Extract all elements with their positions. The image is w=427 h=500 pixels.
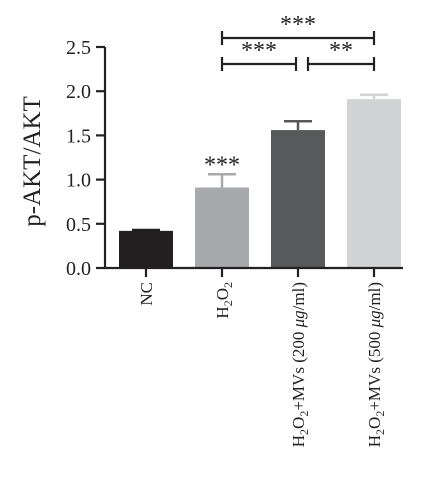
comparison-label: ** <box>329 38 353 64</box>
x-category-label: H2O2 <box>213 282 235 319</box>
x-category-label: H2O2+MVs (200 μg/ml) <box>289 282 311 447</box>
bar-3 <box>347 99 401 268</box>
significance-annotations: ****** ***** <box>204 12 376 178</box>
y-tick-label: 2.0 <box>66 81 91 103</box>
bar-2 <box>271 130 325 268</box>
bars <box>119 93 401 268</box>
bar-significance-label: *** <box>204 152 240 178</box>
y-tick-label: 1.5 <box>66 125 91 147</box>
y-tick-label: 1.0 <box>66 170 91 192</box>
y-tick-label: 0.5 <box>66 214 91 236</box>
x-category-label: H2O2+MVs (500 μg/ml) <box>365 282 387 447</box>
y-tick-label: 0.0 <box>66 258 91 280</box>
comparison-label: *** <box>241 38 277 64</box>
bar-1 <box>195 187 249 268</box>
y-axis-title: p-AKT/AKT <box>19 96 46 227</box>
x-axis: NC H2O2 H2O2+MVs (200 μg/ml) H2O2+MVs (500 … <box>104 266 403 447</box>
y-axis: 0.0 0.5 1.0 1.5 2.0 2.5 <box>66 37 107 280</box>
comparison-label: *** <box>280 12 316 38</box>
bar-0 <box>119 230 173 268</box>
x-category-label: NC <box>137 282 156 306</box>
y-tick-label: 2.5 <box>66 37 91 59</box>
